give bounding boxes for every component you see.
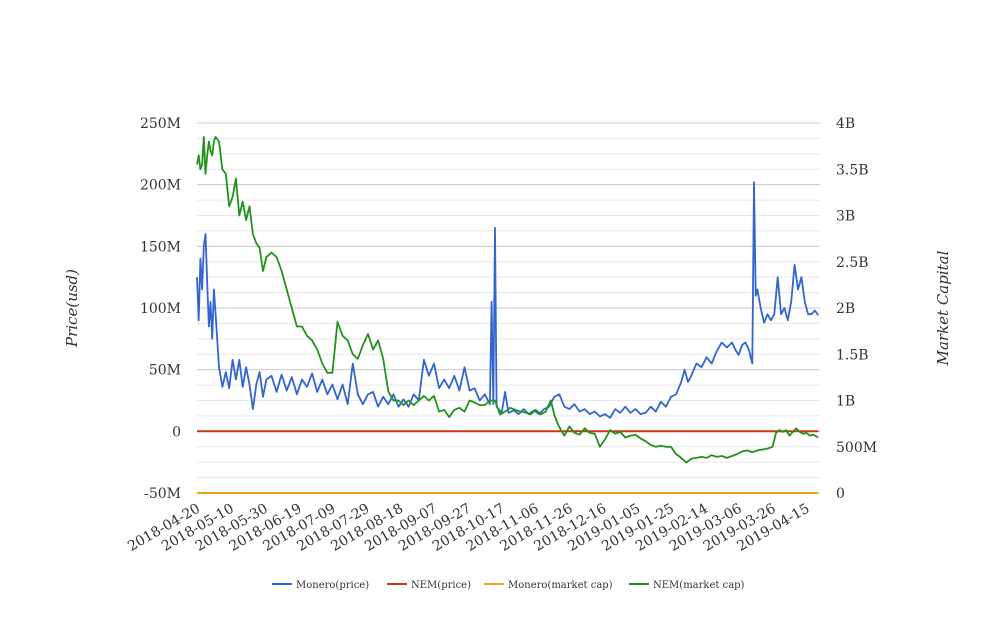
- series-lines: [196, 135, 820, 494]
- y-left-tick-label: 100M: [140, 301, 181, 317]
- y-right-tick-label: 3.5B: [836, 162, 869, 178]
- y-left-axis-title: Price(usd): [63, 269, 81, 348]
- grid-lines: [197, 122, 820, 494]
- y-right-tick-label: 1B: [836, 394, 855, 410]
- legend: Monero(price) NEM(price) Monero(market cap…: [272, 580, 745, 591]
- series-line-nem-market-cap-: [196, 135, 819, 464]
- y-right-tick-label: 2.5B: [836, 255, 869, 271]
- y-left-tick-label: 150M: [140, 239, 181, 255]
- y-right-tick-label: 3B: [836, 209, 855, 225]
- y-left-tick-label: 50M: [149, 363, 181, 379]
- y-right-tick-label: 500M: [836, 440, 877, 456]
- y-left-tick-label: 0: [172, 424, 181, 440]
- y-left-tick-label: 200M: [140, 178, 181, 194]
- legend-label: Monero(price): [296, 580, 369, 591]
- tick-labels: -50M 0 50M 100M 150M 200M 250M 0 500M 1B 1.5B 2B 2.5…: [125, 116, 877, 555]
- legend-label: Monero(market cap): [508, 580, 613, 591]
- y-right-tick-label: 4B: [836, 116, 855, 132]
- legend-label: NEM(price): [411, 580, 471, 591]
- y-right-tick-label: 1.5B: [836, 347, 869, 363]
- y-left-tick-label: -50M: [144, 486, 181, 502]
- y-left-tick-label: 250M: [140, 116, 181, 132]
- y-right-tick-label: 0: [836, 486, 845, 502]
- legend-label: NEM(market cap): [653, 580, 745, 591]
- y-right-tick-label: 2B: [836, 301, 855, 317]
- y-right-axis-title: Market Capital: [934, 250, 952, 366]
